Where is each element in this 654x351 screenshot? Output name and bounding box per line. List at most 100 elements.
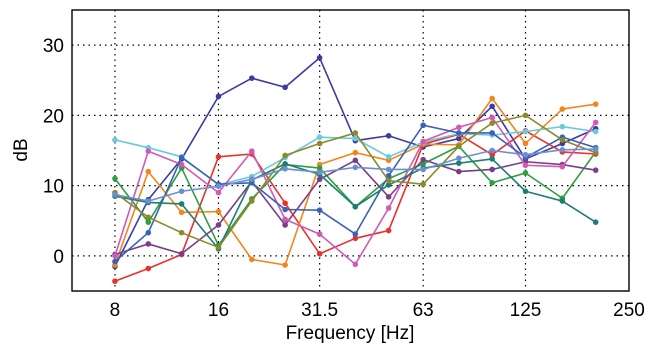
data-point [112,175,118,182]
tick-labels: 8 16 31.5 63 125 250 0 10 20 30 [43,36,645,321]
data-point [249,176,255,183]
data-point [420,181,426,188]
series-group [112,54,599,284]
data-point [282,216,288,223]
data-point [249,198,255,204]
series-11 [112,146,599,204]
data-point [112,278,118,284]
data-point [145,241,152,247]
data-point [282,262,288,268]
y-tick-label: 10 [43,177,64,198]
data-point [522,188,529,195]
data-point [145,214,152,221]
data-point [112,137,118,143]
data-point [385,227,392,234]
data-point [522,140,529,147]
data-point [559,123,566,130]
data-point [420,161,426,167]
data-point [385,172,392,179]
data-point [352,235,359,242]
data-point [316,54,323,61]
data-point [316,176,323,183]
data-point [592,119,599,126]
data-point [385,166,392,173]
data-point [112,191,118,198]
data-point [385,154,392,160]
data-point [249,256,255,263]
data-point [385,177,392,184]
data-point [592,146,599,152]
data-point [592,101,599,107]
data-point [215,189,222,196]
data-point [282,222,288,228]
data-point [489,103,495,110]
series-8 [112,122,599,265]
data-point [559,147,566,153]
data-point [352,130,359,136]
data-point [145,198,152,204]
data-point [282,152,288,159]
data-point [282,206,288,213]
data-point [215,244,222,251]
data-point [559,198,566,204]
y-tick-label: 30 [43,36,64,57]
data-point [420,156,426,163]
data-point [420,138,426,145]
data-point [592,128,599,135]
data-point [145,219,152,225]
data-point [145,265,152,272]
data-point [522,128,529,135]
data-point [215,222,222,228]
data-point [489,180,495,186]
plot-frame [71,9,630,292]
data-point [282,200,288,206]
data-point [178,188,185,195]
data-point [112,253,118,259]
series-10 [112,112,599,251]
data-point [456,168,462,175]
data-point [178,250,185,257]
data-point [316,169,323,176]
data-point [178,209,185,216]
data-point [352,149,359,156]
x-tick-label: 16 [208,300,229,321]
data-point [249,75,255,81]
data-point [489,95,495,102]
data-point [215,183,222,190]
x-tick-label: 63 [413,300,434,321]
x-axis-label: Frequency [Hz] [286,323,415,344]
data-point [522,151,529,158]
data-point [559,163,566,170]
data-point [592,219,599,225]
data-point [352,203,359,210]
data-point [316,165,323,171]
x-tick-label: 125 [510,300,542,321]
data-point [489,147,495,154]
data-point [489,166,495,173]
data-point [178,229,185,236]
x-tick-label: 31.5 [301,300,338,321]
data-point [385,205,392,211]
data-point [420,122,426,129]
data-point [559,137,566,143]
data-point [456,143,462,150]
data-point [489,120,495,126]
data-point [522,170,529,176]
data-point [145,148,152,154]
data-point [215,208,222,215]
data-point [316,134,323,140]
data-point [456,160,462,166]
data-point [215,154,222,160]
data-point [178,201,185,207]
data-point [352,231,359,237]
data-point [178,154,185,161]
data-point [456,135,462,142]
data-point [145,229,152,236]
data-point [456,130,462,136]
y-axis-label: dB [11,138,32,161]
data-point [489,114,495,121]
data-point [489,130,495,136]
data-point [559,106,566,112]
data-point [592,167,599,173]
